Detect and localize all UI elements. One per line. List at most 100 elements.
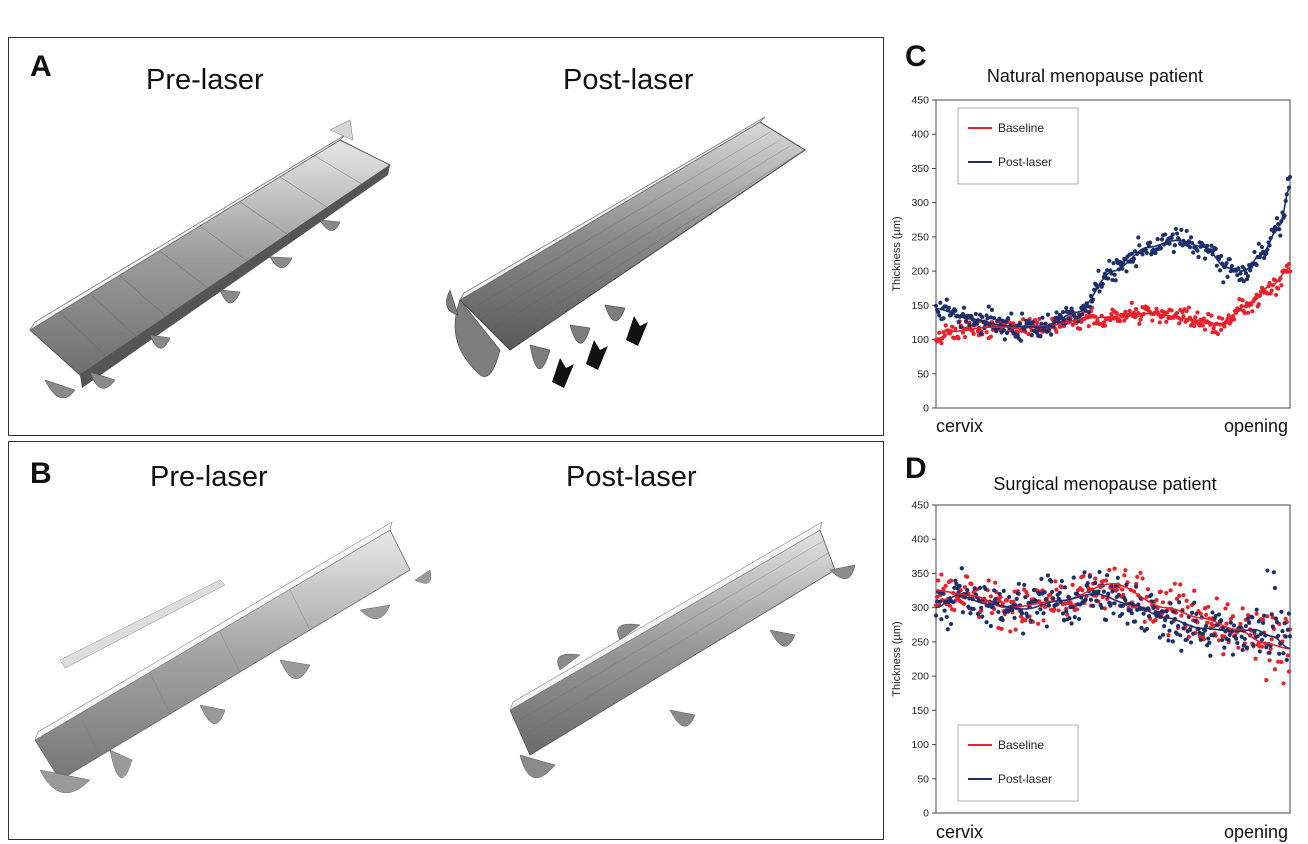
data-point	[962, 585, 968, 590]
data-point	[952, 585, 957, 590]
data-point	[1235, 273, 1240, 278]
data-point	[1134, 584, 1139, 589]
data-point	[1002, 337, 1007, 342]
arrow-icon	[552, 358, 574, 388]
data-point	[1203, 624, 1209, 629]
data-point	[1262, 255, 1267, 260]
data-point	[1064, 305, 1069, 310]
data-point	[1106, 591, 1111, 596]
data-point	[1209, 243, 1214, 248]
data-point	[1001, 588, 1006, 593]
data-point	[1037, 316, 1042, 322]
data-point	[1085, 581, 1090, 586]
data-point	[952, 607, 957, 612]
data-point	[997, 316, 1002, 321]
data-point	[1003, 319, 1009, 324]
y-tick-label: 400	[911, 534, 929, 546]
data-point	[1267, 650, 1272, 655]
data-point	[1236, 645, 1241, 650]
data-point	[1211, 623, 1216, 629]
panel-b-frame	[8, 441, 884, 840]
data-point	[971, 331, 976, 337]
data-point	[1004, 598, 1010, 603]
data-point	[988, 623, 993, 629]
y-axis-label: Thickness (µm)	[891, 621, 903, 696]
data-point	[1069, 306, 1074, 311]
data-point	[1243, 270, 1248, 276]
data-point	[1009, 311, 1014, 316]
legend-label: Post-laser	[998, 155, 1052, 169]
data-point	[1093, 576, 1098, 581]
data-point	[1137, 607, 1142, 612]
data-point	[1188, 640, 1194, 645]
data-point	[1265, 568, 1270, 573]
y-tick-label: 250	[911, 636, 929, 648]
data-point	[1148, 240, 1153, 245]
data-point	[1013, 627, 1018, 632]
data-point	[1045, 312, 1051, 317]
data-point	[1144, 594, 1149, 600]
chart-d-x-label-opening: opening	[1224, 822, 1289, 842]
data-point	[1102, 606, 1108, 611]
data-point	[946, 305, 952, 310]
data-point	[969, 581, 974, 587]
data-point	[1137, 243, 1142, 248]
data-point	[1194, 611, 1199, 616]
data-point	[1230, 652, 1236, 657]
data-point	[1201, 316, 1207, 321]
data-point	[1202, 327, 1208, 332]
data-point	[934, 599, 940, 604]
data-point	[1121, 260, 1126, 265]
data-point	[1066, 594, 1071, 599]
data-point	[1069, 621, 1074, 626]
data-point	[1274, 216, 1280, 221]
data-point	[943, 304, 948, 309]
data-point	[1056, 596, 1061, 601]
data-point	[1000, 617, 1005, 623]
data-point	[944, 297, 949, 302]
data-point	[1238, 625, 1243, 630]
data-point	[1279, 283, 1284, 288]
data-point	[1217, 268, 1223, 273]
data-point	[1154, 306, 1159, 311]
data-point	[1210, 610, 1215, 615]
data-point	[1055, 316, 1060, 321]
data-point	[1203, 612, 1209, 617]
data-point	[939, 341, 944, 346]
data-point	[1026, 331, 1031, 337]
data-point	[1254, 262, 1259, 268]
data-point	[983, 321, 988, 326]
data-point	[1184, 598, 1189, 603]
data-point	[1086, 310, 1091, 315]
data-point	[953, 326, 958, 331]
data-point	[992, 315, 997, 321]
data-point	[1235, 640, 1240, 646]
data-point	[1228, 620, 1233, 625]
data-point	[1264, 251, 1269, 256]
data-point	[1195, 248, 1200, 253]
data-point	[1255, 634, 1260, 639]
data-point	[1116, 592, 1122, 597]
data-point	[1208, 653, 1213, 658]
data-point	[1214, 263, 1219, 268]
trend-line-0	[935, 266, 1291, 341]
panel-a-post-label: Post-laser	[563, 64, 694, 96]
y-tick-label: 150	[911, 705, 929, 717]
data-point	[1157, 320, 1162, 325]
data-point	[1210, 330, 1215, 335]
data-point	[1108, 603, 1113, 608]
data-point	[1025, 614, 1030, 619]
data-point	[1282, 621, 1287, 626]
data-point	[1259, 244, 1265, 250]
data-point	[996, 625, 1001, 631]
data-point	[1129, 611, 1134, 616]
data-point	[1019, 311, 1025, 316]
data-point	[1192, 588, 1197, 593]
plot-area	[935, 99, 1291, 409]
panel-a-pre-rendering	[29, 119, 391, 399]
data-point	[1164, 609, 1169, 614]
data-point	[1267, 280, 1272, 286]
data-point	[1202, 628, 1208, 633]
data-point	[1272, 667, 1278, 672]
data-point	[1223, 606, 1228, 611]
